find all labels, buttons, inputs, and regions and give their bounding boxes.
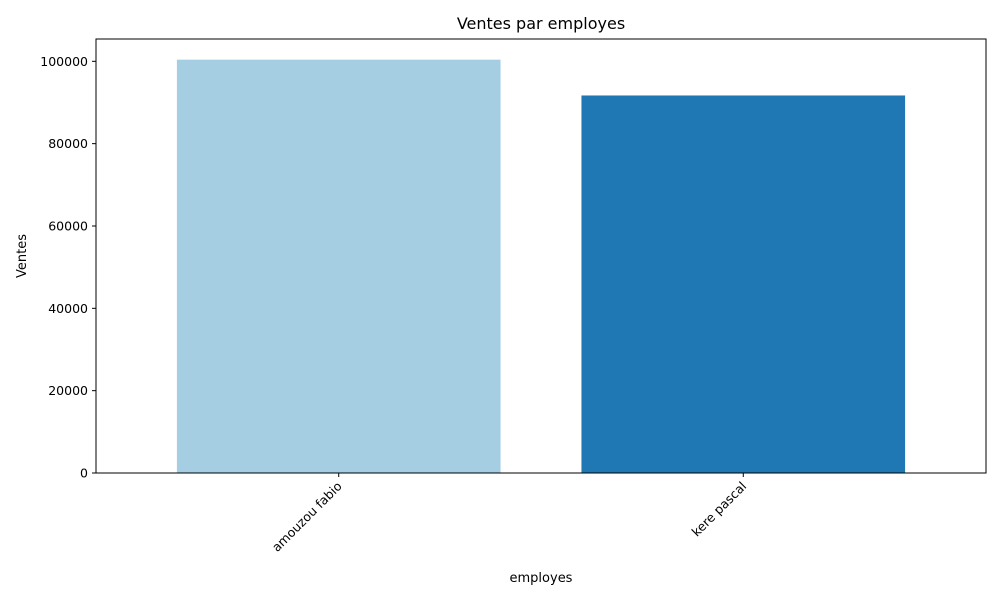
x-axis-label: employes (510, 571, 573, 586)
y-tick-label: 80000 (48, 136, 88, 151)
bars-layer (176, 59, 906, 474)
y-tick-label: 100000 (40, 54, 88, 69)
chart-title: Ventes par employes (457, 14, 625, 33)
y-axis: 0 20000 40000 60000 80000 100000 (40, 54, 96, 481)
y-tick-label: 40000 (48, 301, 88, 316)
y-tick-label: 0 (80, 466, 88, 481)
bar-kere-pascal (581, 95, 906, 473)
bar-amouzou-fabio (176, 59, 501, 474)
y-tick-label: 20000 (48, 383, 88, 398)
plot-frame (95, 38, 987, 474)
y-axis-label: Ventes (15, 234, 30, 278)
y-tick-label: 60000 (48, 218, 88, 233)
